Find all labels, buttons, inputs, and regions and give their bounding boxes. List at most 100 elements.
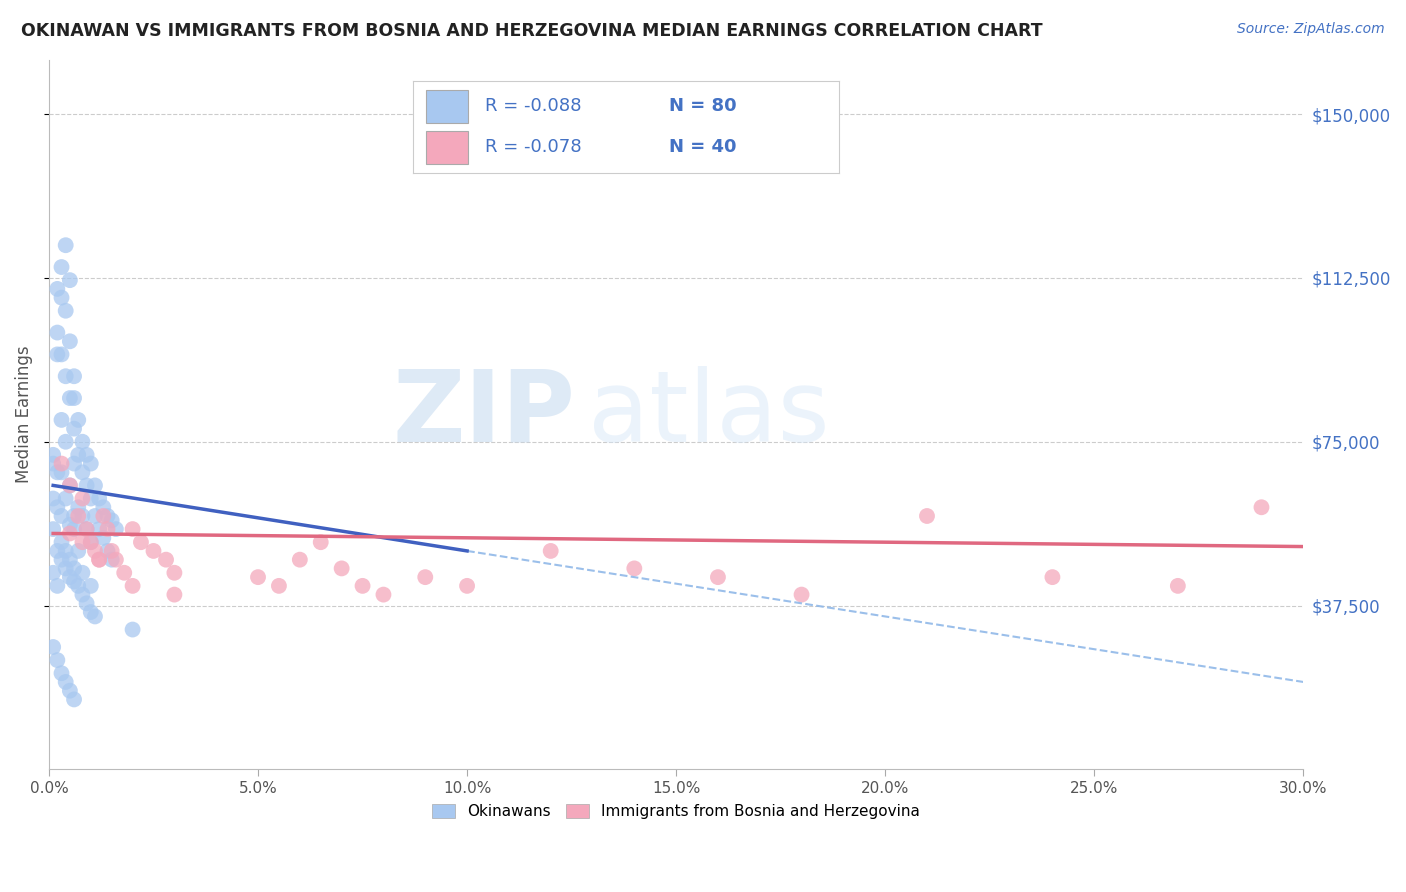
Point [46,544,69,558]
Point [46,500,69,515]
Point [51,291,73,305]
Point [72,434,94,449]
Point [100,544,122,558]
Point [456,579,478,593]
Point [51,535,73,549]
Point [42,457,65,471]
Point [59,552,82,566]
Point [63,422,86,436]
Point [55,303,77,318]
Point [55,544,77,558]
Point [63,692,86,706]
Point [267,579,290,593]
Point [100,513,122,527]
Point [63,391,86,405]
Point [67,500,90,515]
Text: ZIP: ZIP [392,366,576,463]
Point [540,544,562,558]
Point [67,579,90,593]
Point [352,579,374,593]
Point [288,552,311,566]
Point [80,535,103,549]
Point [76,478,98,492]
Point [46,282,69,296]
Point [51,457,73,471]
Point [51,666,73,681]
Point [76,522,98,536]
Y-axis label: Median Earnings: Median Earnings [15,345,32,483]
Point [59,334,82,349]
Point [42,522,65,536]
Point [84,478,107,492]
Point [51,466,73,480]
Point [67,413,90,427]
Point [330,561,353,575]
Point [46,347,69,361]
Point [59,478,82,492]
Point [84,609,107,624]
Point [129,535,152,549]
Text: atlas: atlas [588,366,830,463]
Point [623,561,645,575]
Point [76,522,98,536]
Point [63,457,86,471]
Point [55,675,77,690]
Point [790,588,813,602]
Point [89,491,111,506]
Point [46,579,69,593]
Point [76,448,98,462]
Point [42,448,65,462]
Point [121,579,143,593]
Point [413,570,436,584]
Point [84,544,107,558]
Point [80,457,103,471]
Point [104,522,127,536]
Point [67,544,90,558]
Point [59,683,82,698]
Point [72,588,94,602]
Point [63,508,86,523]
Point [72,535,94,549]
Point [142,544,165,558]
Point [707,570,730,584]
Point [96,508,118,523]
Text: OKINAWAN VS IMMIGRANTS FROM BOSNIA AND HERZEGOVINA MEDIAN EARNINGS CORRELATION C: OKINAWAN VS IMMIGRANTS FROM BOSNIA AND H… [21,22,1043,40]
Point [63,574,86,589]
Point [1250,500,1272,515]
Point [55,561,77,575]
Point [163,566,186,580]
Point [59,517,82,532]
Point [55,434,77,449]
Point [915,508,938,523]
Point [100,552,122,566]
Point [373,588,395,602]
Point [51,552,73,566]
Point [42,491,65,506]
Point [72,491,94,506]
Point [76,596,98,610]
Point [96,544,118,558]
Point [55,491,77,506]
Point [96,522,118,536]
Point [1042,570,1064,584]
Point [42,640,65,654]
Point [51,260,73,274]
Point [80,491,103,506]
Point [46,466,69,480]
Point [91,500,114,515]
Point [59,478,82,492]
Point [55,369,77,384]
Point [91,508,114,523]
Point [72,566,94,580]
Point [112,566,135,580]
Point [59,273,82,287]
Point [155,552,177,566]
Point [67,448,90,462]
Point [72,466,94,480]
Point [51,347,73,361]
Legend: Okinawans, Immigrants from Bosnia and Herzegovina: Okinawans, Immigrants from Bosnia and He… [426,798,927,825]
Point [46,326,69,340]
Point [59,526,82,541]
Point [67,508,90,523]
Text: Source: ZipAtlas.com: Source: ZipAtlas.com [1237,22,1385,37]
